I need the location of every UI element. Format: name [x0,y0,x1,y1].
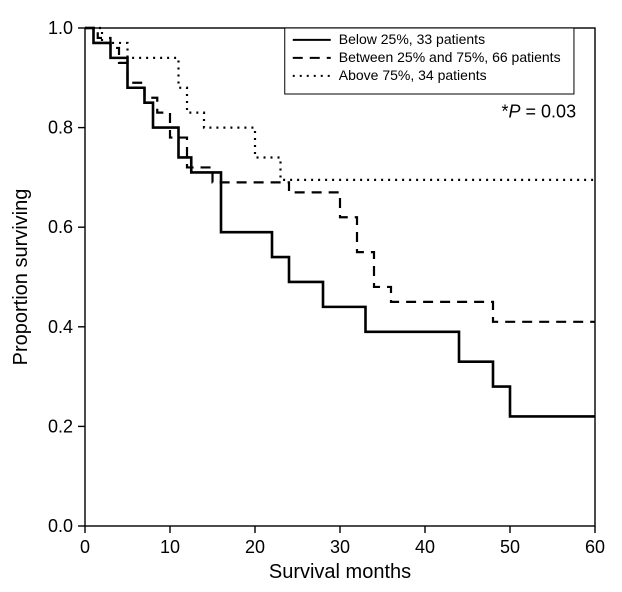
x-tick-label: 50 [500,537,520,557]
x-axis-label: Survival months [269,561,411,583]
y-tick-label: 0.2 [48,416,73,436]
y-tick-label: 0.8 [48,118,73,138]
legend-label: Above 75%, 34 patients [339,67,487,83]
y-axis-label: Proportion surviving [10,189,32,366]
x-tick-label: 30 [330,537,350,557]
x-tick-label: 40 [415,537,435,557]
x-tick-label: 0 [80,537,90,557]
legend-label: Below 25%, 33 patients [339,31,485,47]
x-tick-label: 10 [160,537,180,557]
x-tick-label: 20 [245,537,265,557]
y-tick-label: 0.0 [48,516,73,536]
x-tick-label: 60 [585,537,605,557]
y-tick-label: 0.6 [48,217,73,237]
y-tick-label: 0.4 [48,317,73,337]
legend-label: Between 25% and 75%, 66 patients [339,49,561,65]
chart-svg: 0 10 20 30 40 50 60 0.0 0.2 0.4 0.6 0.8 1.0 Survival … [0,0,622,592]
y-tick-label: 1.0 [48,18,73,38]
km-survival-chart: 0 10 20 30 40 50 60 0.0 0.2 0.4 0.6 0.8 1.0 Survival … [0,0,622,592]
p-value-label: *P = 0.03 [502,102,577,122]
